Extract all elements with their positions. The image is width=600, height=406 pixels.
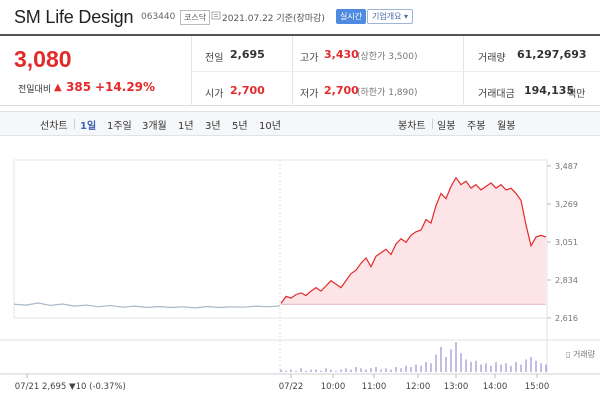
tab-3m[interactable]: 3개월 (142, 121, 167, 132)
amount-unit: 백만 (567, 89, 586, 100)
y-tick-label: 2,616 (555, 314, 578, 323)
lower-limit: (하한가 1,890) (357, 88, 418, 98)
volume-label: 거래량 (478, 53, 506, 64)
stock-header: SM Life Design 063440 코스닥 2021.07.22 기준(… (0, 0, 600, 34)
x-tick-label: 07/21 (15, 382, 40, 392)
tab-candle-chart[interactable]: 봉차트 (398, 121, 426, 132)
divider (74, 119, 75, 129)
change-amount: 385 (66, 80, 92, 94)
prev-day-line (13, 302, 281, 309)
prev-close-label: 전일 (205, 53, 224, 64)
volume-legend: ▯ 거래량 (566, 349, 596, 359)
x-tick-label: 13:00 (444, 382, 469, 392)
open-value: 2,700 (230, 84, 265, 97)
x-tick-label: 07/22 (279, 382, 304, 392)
divider (191, 71, 600, 72)
realtime-button[interactable]: 실시간 (336, 9, 367, 24)
x-tick-label: 11:00 (362, 382, 387, 392)
low-label: 저가 (300, 89, 319, 100)
chevron-down-icon: ▾ (404, 12, 409, 21)
tab-5y[interactable]: 5년 (232, 121, 248, 132)
x-tick-label: 10:00 (321, 382, 346, 392)
change-label: 전일대비 (18, 85, 52, 95)
y-tick-label: 3,487 (555, 162, 578, 171)
price-chart[interactable]: 3,487 3,269 3,051 2,834 2,616 ▯ 거래량 07/21 07/22… (0, 136, 600, 406)
upper-limit: (상한가 3,500) (357, 52, 418, 62)
chart-period-tabs: 선차트 1일 1주일 3개월 1년 3년 5년 10년 봉차트 일봉 주봉 월봉 (0, 111, 600, 136)
open-label: 시가 (205, 89, 224, 100)
market-badge: 코스닥 (180, 10, 211, 25)
y-tick-label: 2,834 (555, 276, 578, 285)
x-tick-label: 15:00 (525, 382, 550, 392)
prev-day-caption: 2,695 ▼10 (-0.37%) (42, 382, 126, 392)
amount-label: 거래대금 (478, 89, 515, 100)
y-tick-label: 3,051 (555, 238, 578, 247)
tab-weekly[interactable]: 주봉 (467, 121, 486, 132)
clipboard-icon (211, 11, 221, 20)
stock-code: 063440 (141, 12, 176, 22)
x-tick-label: 14:00 (483, 382, 508, 392)
high-value: 3,430 (324, 48, 359, 61)
tab-10y[interactable]: 10년 (259, 121, 281, 132)
change-rate: +14.29% (95, 80, 156, 94)
today-price-line (280, 176, 547, 304)
y-tick-label: 3,269 (555, 200, 578, 209)
x-tick-label: 12:00 (406, 382, 431, 392)
current-price: 3,080 (14, 46, 72, 72)
tab-monthly[interactable]: 월봉 (497, 121, 516, 132)
company-overview-dropdown[interactable]: 기업개요 ▾ (367, 9, 414, 24)
tab-1w[interactable]: 1주일 (107, 121, 132, 132)
tab-1d[interactable]: 1일 (80, 121, 97, 132)
tab-1y[interactable]: 1년 (178, 121, 194, 132)
tab-daily[interactable]: 일봉 (437, 121, 456, 132)
company-name: SM Life Design (14, 7, 134, 27)
amount-value: 194,135 (524, 84, 575, 97)
up-arrow-icon: ▲ (54, 82, 62, 93)
tab-line-chart[interactable]: 선차트 (40, 121, 68, 132)
tab-3y[interactable]: 3년 (205, 121, 221, 132)
volume-value: 61,297,693 (517, 48, 587, 61)
price-summary: 3,080 전일대비 ▲ 385 +14.29% 전일 2,695 고가 3,4… (0, 34, 600, 106)
today-area (281, 177, 546, 305)
divider (432, 119, 433, 129)
low-value: 2,700 (324, 84, 359, 97)
high-label: 고가 (300, 53, 319, 64)
prev-close-value: 2,695 (230, 48, 265, 61)
quote-date: 2021.07.22 기준(장마감) (222, 14, 325, 24)
